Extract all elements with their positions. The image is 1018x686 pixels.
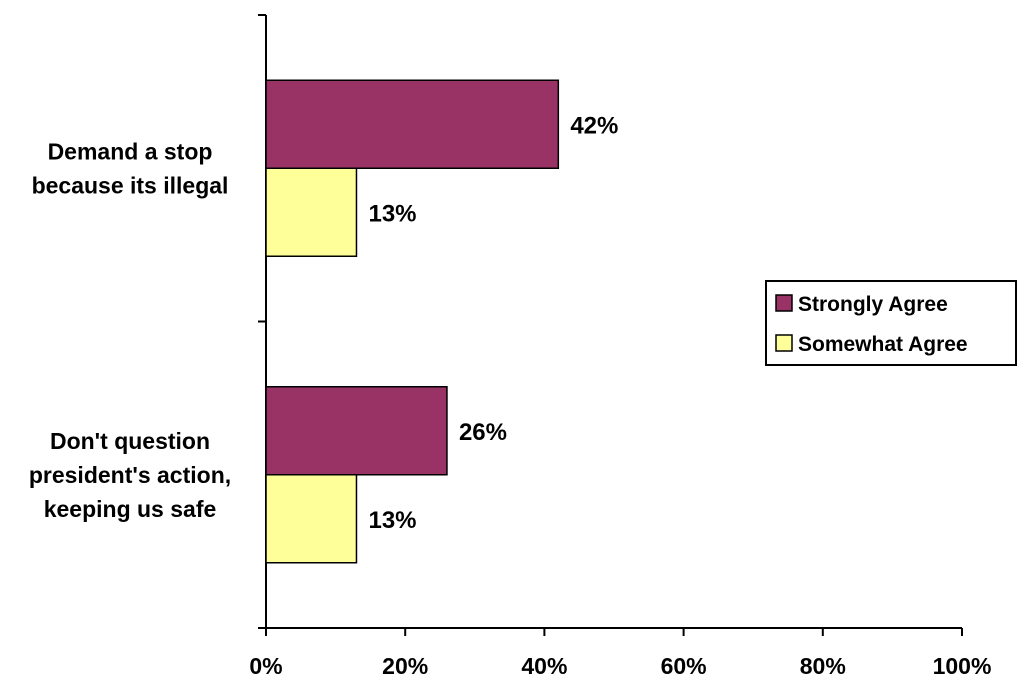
data-label: 26% [459,419,507,446]
x-tick-label: 80% [800,653,846,679]
category-label-line: Don't question [50,428,210,454]
data-labels: 42% 13% 26% 13% [368,112,618,534]
category-label-line: because its illegal [32,172,229,198]
data-label: 13% [368,507,416,534]
legend-label: Somewhat Agree [798,333,968,356]
legend-box [765,280,1017,366]
bar [265,474,358,564]
legend-label: Strongly Agree [798,293,948,316]
x-tick-label: 60% [661,653,707,679]
bars [265,79,560,564]
category-label-line: keeping us safe [44,496,217,522]
data-label: 13% [368,200,416,227]
category-label-line: president's action, [29,462,231,488]
bar [265,386,448,476]
bar [265,167,358,257]
category-label: Demand a stop because its illegal [32,138,229,198]
legend: Strongly Agree Somewhat Agree [765,280,1017,366]
category-label-line: Demand a stop [48,138,213,164]
x-tick-labels: 0% 20% 40% 60% 80% 100% [249,653,991,679]
x-tick-label: 20% [382,653,428,679]
bar [265,79,560,169]
legend-swatch [775,334,793,352]
category-labels: Demand a stop because its illegal Don't qu… [29,138,231,522]
x-tick-label: 100% [933,653,992,679]
data-label: 42% [570,112,618,139]
category-label: Don't question president's action, keeping… [29,428,231,522]
legend-swatch [775,294,793,312]
x-tick-label: 40% [521,653,567,679]
x-tick-label: 0% [249,653,282,679]
